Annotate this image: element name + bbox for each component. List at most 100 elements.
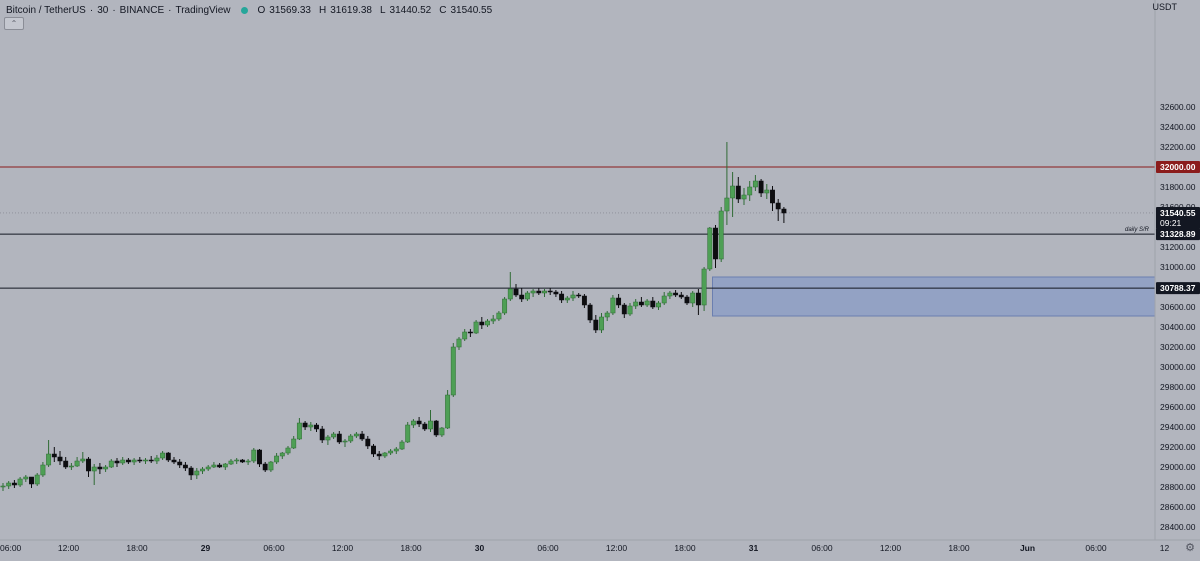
candle[interactable] (513, 288, 519, 296)
candle[interactable] (11, 482, 17, 486)
candle[interactable] (274, 455, 280, 463)
candle[interactable] (137, 459, 143, 462)
candle[interactable] (530, 290, 536, 294)
candle[interactable] (781, 208, 787, 214)
candle[interactable] (439, 427, 445, 436)
candle[interactable] (581, 295, 587, 306)
candle[interactable] (633, 301, 639, 307)
candle[interactable] (308, 424, 314, 428)
candle[interactable] (450, 346, 456, 396)
candle[interactable] (775, 202, 781, 210)
candle[interactable] (182, 464, 188, 469)
candle[interactable] (564, 297, 570, 301)
candle[interactable] (621, 304, 627, 315)
candle[interactable] (154, 457, 160, 462)
candle[interactable] (593, 319, 599, 331)
market-status-icon[interactable] (240, 6, 248, 14)
candle[interactable] (336, 433, 342, 443)
candle[interactable] (63, 460, 69, 468)
candle[interactable] (650, 300, 656, 308)
candle[interactable] (473, 321, 479, 334)
candle[interactable] (382, 452, 388, 457)
candle[interactable] (331, 433, 337, 438)
candle[interactable] (211, 464, 217, 468)
candle[interactable] (467, 331, 473, 334)
candle[interactable] (599, 316, 604, 331)
candle[interactable] (68, 465, 74, 468)
candle[interactable] (171, 459, 177, 463)
candle[interactable] (348, 435, 354, 442)
candle[interactable] (770, 189, 775, 204)
candle[interactable] (644, 300, 650, 306)
candle[interactable] (251, 449, 257, 462)
symbol-name[interactable]: Bitcoin / TetherUS (6, 4, 86, 16)
candle[interactable] (114, 460, 120, 464)
candle[interactable] (319, 428, 325, 441)
candle[interactable] (234, 459, 240, 462)
candle[interactable] (217, 464, 223, 468)
candle[interactable] (536, 290, 542, 294)
candle[interactable] (690, 292, 696, 304)
candle[interactable] (667, 292, 673, 297)
candle[interactable] (684, 296, 690, 304)
candle[interactable] (707, 227, 713, 270)
candle[interactable] (433, 420, 439, 436)
candle[interactable] (200, 468, 205, 472)
candle[interactable] (359, 433, 365, 440)
candle[interactable] (51, 453, 57, 458)
candle[interactable] (17, 478, 23, 486)
candle[interactable] (279, 452, 285, 457)
candle[interactable] (764, 189, 770, 194)
candle[interactable] (91, 466, 97, 472)
candle[interactable] (661, 295, 667, 304)
candle[interactable] (325, 436, 331, 441)
candle[interactable] (627, 305, 633, 315)
candle[interactable] (80, 458, 86, 462)
candle[interactable] (542, 290, 547, 294)
candle[interactable] (108, 460, 114, 468)
candle[interactable] (485, 320, 490, 326)
candle[interactable] (257, 449, 262, 465)
candle[interactable] (262, 463, 268, 471)
candle[interactable] (713, 227, 718, 260)
candle[interactable] (604, 312, 610, 318)
candle[interactable] (496, 312, 502, 320)
candle[interactable] (701, 268, 707, 306)
candle[interactable] (365, 438, 371, 447)
candle[interactable] (616, 297, 622, 306)
candle[interactable] (188, 467, 194, 476)
candle[interactable] (46, 453, 52, 466)
candle[interactable] (758, 180, 764, 194)
candle[interactable] (296, 422, 302, 440)
candle[interactable] (0, 485, 6, 488)
candle[interactable] (553, 291, 559, 295)
candle[interactable] (353, 433, 359, 437)
candle[interactable] (177, 461, 183, 466)
gear-icon[interactable]: ⚙ (1185, 542, 1195, 554)
candle[interactable] (610, 297, 616, 314)
candle[interactable] (695, 292, 701, 306)
candle[interactable] (456, 338, 462, 348)
currency-label[interactable]: USDT (1152, 2, 1178, 12)
candle[interactable] (222, 463, 228, 468)
candle[interactable] (268, 461, 274, 471)
candle[interactable] (656, 302, 661, 308)
candle[interactable] (519, 294, 525, 300)
candle[interactable] (479, 321, 485, 326)
candle[interactable] (125, 459, 131, 463)
candle[interactable] (547, 290, 553, 293)
candle[interactable] (120, 459, 126, 464)
candle[interactable] (285, 447, 291, 454)
candle[interactable] (422, 423, 428, 430)
candle[interactable] (587, 304, 593, 321)
candle[interactable] (428, 420, 433, 430)
candle[interactable] (507, 288, 513, 300)
candle[interactable] (724, 197, 730, 212)
candle[interactable] (34, 474, 40, 485)
candle[interactable] (376, 453, 382, 457)
candle[interactable] (747, 186, 753, 196)
candle[interactable] (23, 476, 29, 480)
interval-label[interactable]: 30 (97, 4, 109, 16)
